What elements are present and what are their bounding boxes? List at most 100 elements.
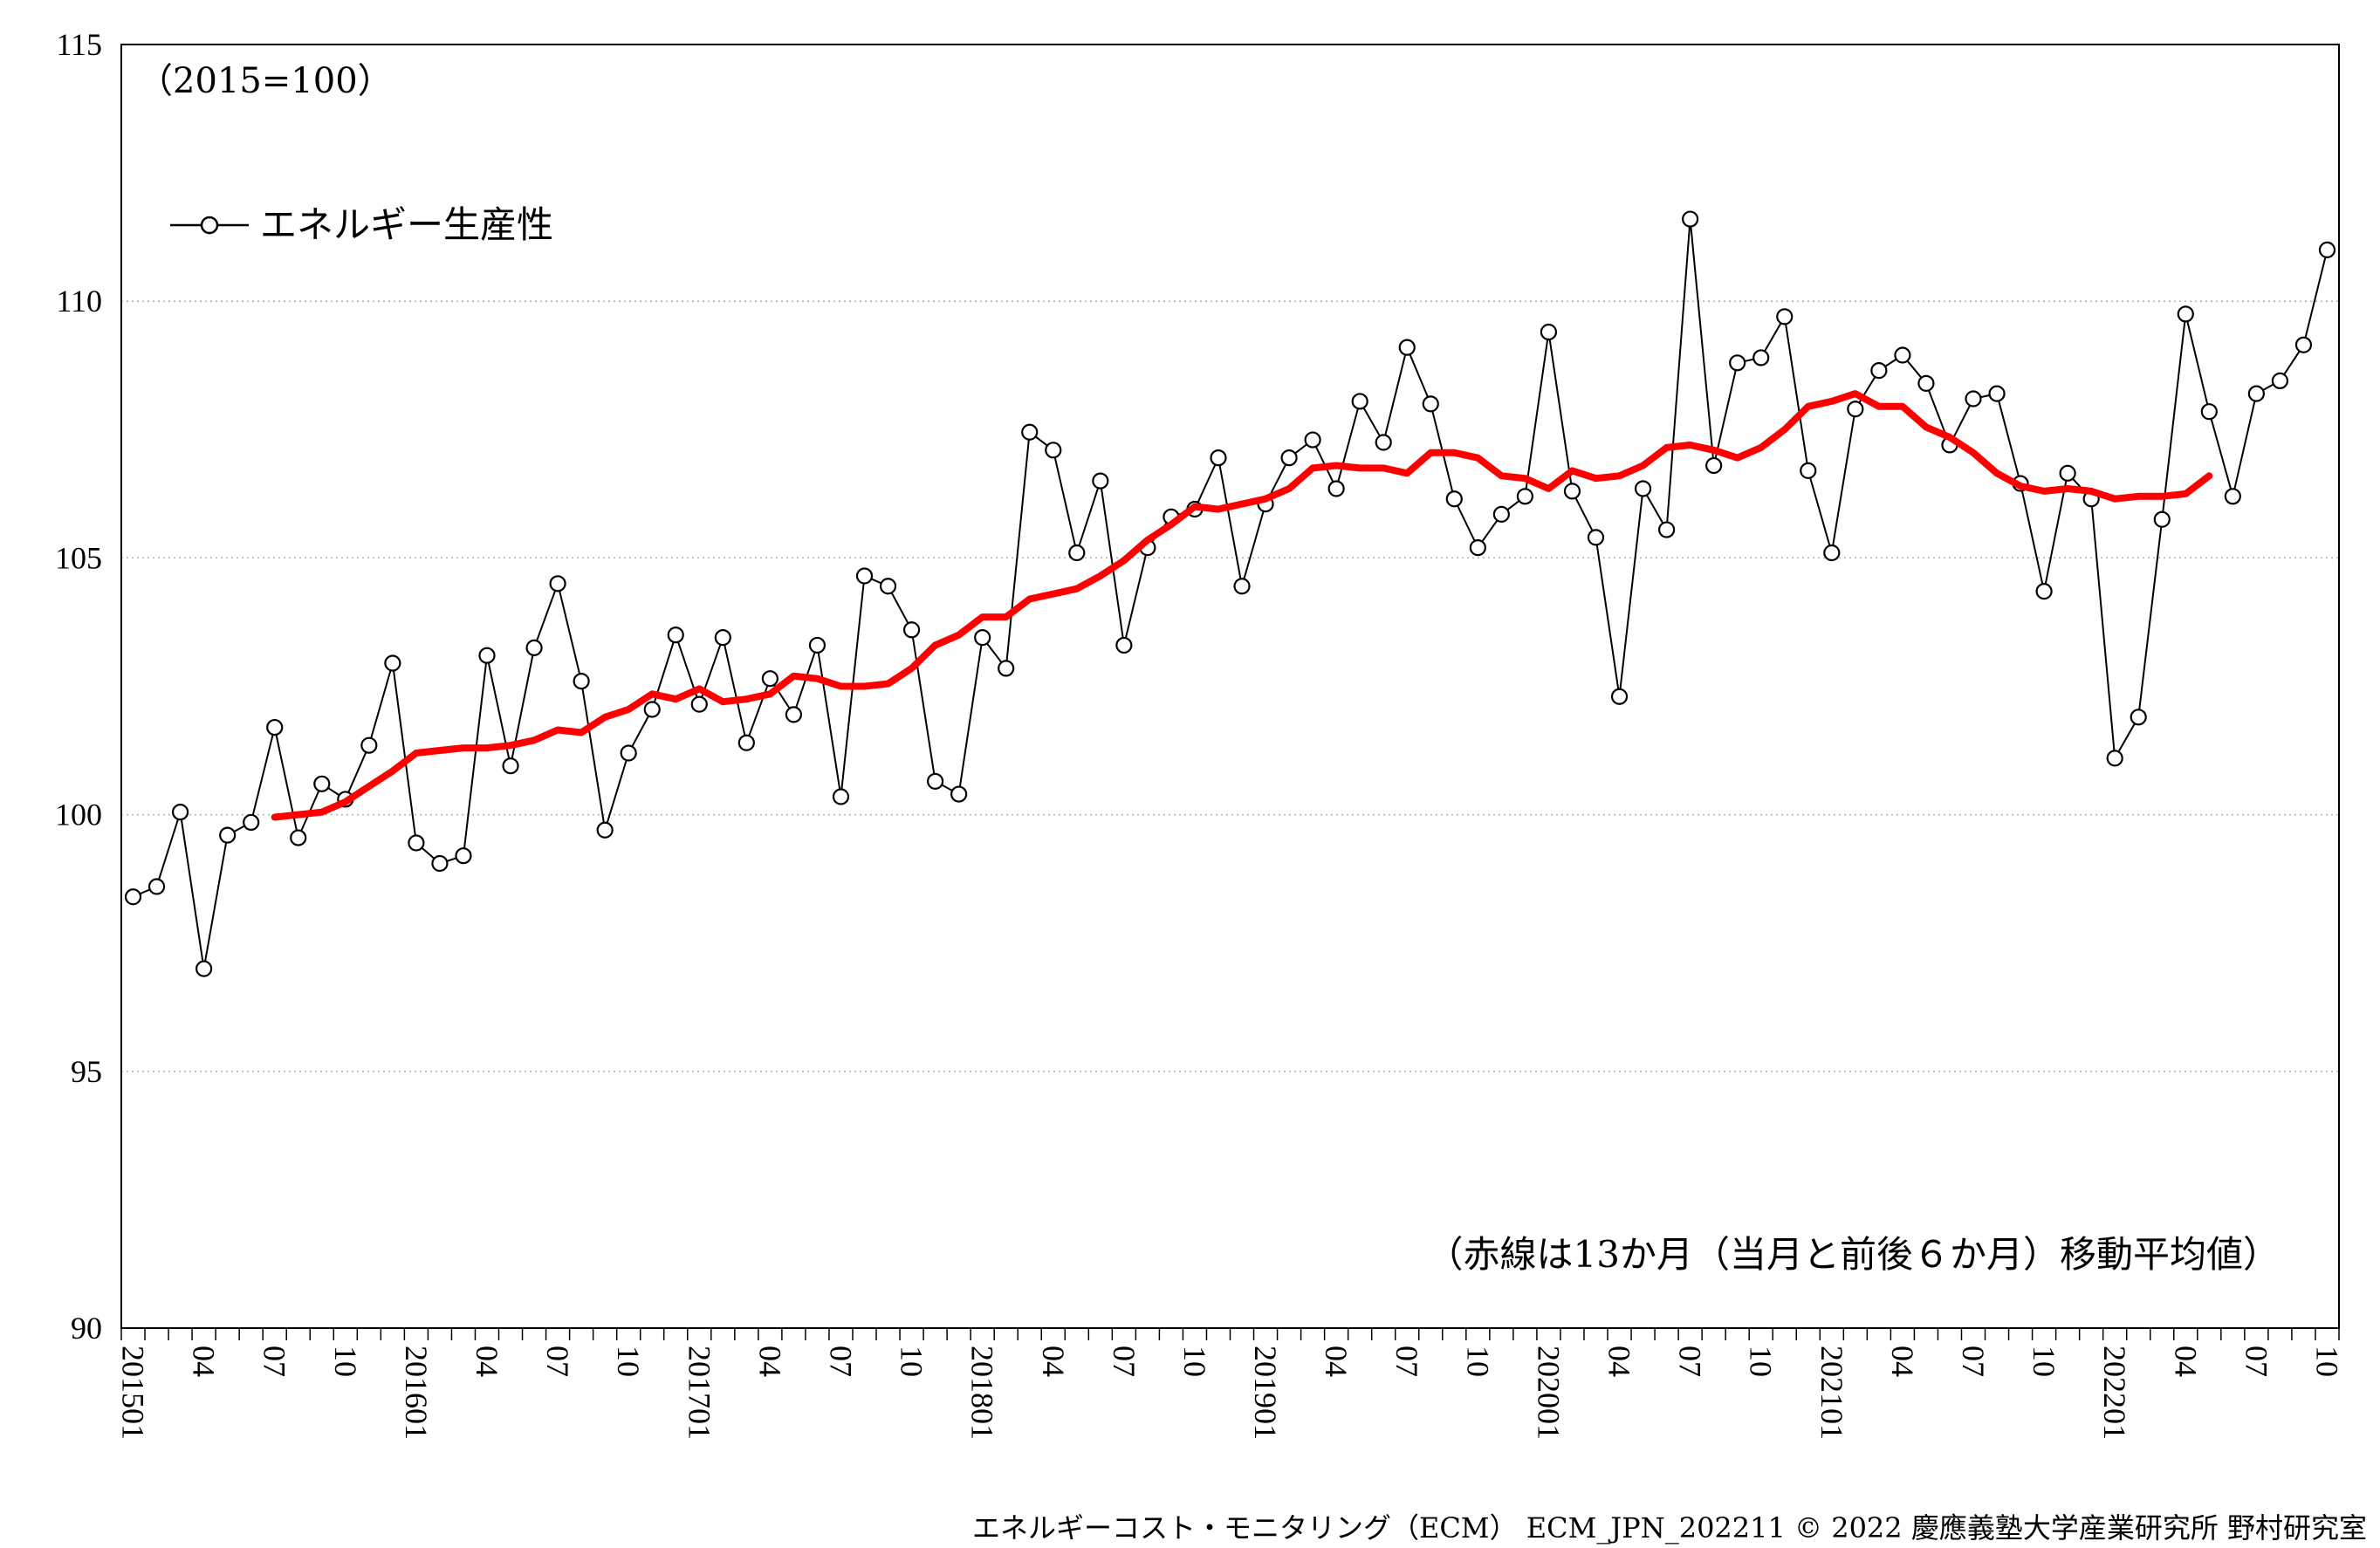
x-tick-label: 04: [1602, 1346, 1637, 1377]
data-point: [124, 888, 142, 906]
data-point: [808, 636, 826, 654]
data-point: [1375, 434, 1392, 451]
data-point: [1823, 544, 1841, 562]
x-tick-label: 201701: [682, 1346, 717, 1440]
moving-average-note: （赤線は13か月（当月と前後６か月）移動平均値）: [1427, 1233, 2280, 1276]
data-point: [549, 575, 566, 592]
x-tick-label: 202101: [1814, 1346, 1849, 1440]
data-point: [832, 788, 850, 805]
legend-label: エネルギー生産性: [260, 203, 553, 246]
x-tick-label: 07: [2239, 1346, 2274, 1377]
data-point: [525, 639, 543, 656]
data-point: [690, 695, 708, 713]
data-point: [219, 826, 237, 844]
x-tick-label: 07: [257, 1346, 292, 1377]
x-tick-label: 04: [752, 1346, 787, 1377]
data-point: [879, 578, 897, 595]
data-point: [1563, 483, 1581, 500]
x-tick-label: 04: [1319, 1346, 1354, 1377]
data-point: [313, 775, 331, 792]
data-point: [761, 670, 778, 688]
data-point: [2130, 709, 2147, 726]
data-point: [1587, 529, 1605, 546]
data-point: [737, 734, 755, 751]
data-point: [1752, 349, 1770, 366]
data-point: [1068, 544, 1086, 562]
x-tick-label: 10: [1460, 1346, 1495, 1377]
x-tick-label: 201801: [965, 1346, 1000, 1440]
data-point: [1610, 688, 1629, 705]
data-point: [1705, 456, 1723, 475]
y-tick-label: 100: [55, 798, 102, 832]
data-point: [2106, 750, 2123, 767]
x-tick-label: 201501: [116, 1346, 151, 1440]
data-point: [1304, 431, 1321, 449]
data-point: [1398, 339, 1416, 356]
x-tick-label: 07: [1107, 1346, 1142, 1377]
x-axis-ticks: [120, 1328, 2340, 1340]
x-tick-label: 10: [2027, 1346, 2061, 1377]
data-point: [195, 960, 213, 977]
data-point: [785, 706, 803, 723]
x-tick-label: 04: [187, 1346, 222, 1377]
data-point: [1776, 308, 1794, 325]
data-point: [243, 813, 260, 832]
x-tick-label: 04: [1885, 1346, 1920, 1377]
data-point: [2224, 488, 2241, 505]
x-tick-label: 202001: [1531, 1346, 1566, 1440]
x-tick-label: 07: [823, 1346, 858, 1377]
y-tick-label: 110: [56, 284, 102, 319]
y-tick-label: 95: [71, 1054, 102, 1089]
data-point: [171, 804, 189, 821]
data-point: [1280, 449, 1298, 467]
data-point: [974, 629, 991, 647]
x-tick-label: 10: [895, 1346, 929, 1377]
data-point: [1445, 490, 1463, 508]
data-point: [2059, 464, 2076, 482]
data-point: [620, 744, 637, 762]
data-point: [1516, 488, 1533, 505]
data-point: [1045, 442, 1062, 459]
data-point: [855, 567, 874, 585]
data-point: [478, 647, 496, 664]
data-point: [927, 772, 944, 790]
data-point: [408, 834, 425, 852]
data-point: [1492, 505, 1510, 523]
data-point: [1657, 521, 1676, 538]
data-point: [667, 627, 684, 644]
data-point: [1021, 423, 1039, 441]
data-point: [1800, 462, 1817, 479]
x-tick-label: 201901: [1248, 1346, 1283, 1440]
data-point: [2247, 385, 2265, 402]
data-point: [1469, 539, 1486, 557]
x-tick-label: 04: [1036, 1346, 1071, 1377]
data-point: [1540, 323, 1558, 341]
data-point: [573, 673, 590, 690]
x-tick-label: 04: [2168, 1346, 2203, 1377]
data-point: [1917, 374, 1935, 392]
x-tick-label: 07: [1673, 1346, 1708, 1377]
series-line: [133, 219, 2329, 969]
y-axis-tick-labels: 90 95 100 105 110 115: [55, 27, 102, 1346]
data-point: [2200, 403, 2218, 421]
data-point: [643, 701, 661, 718]
data-point: [1115, 636, 1133, 654]
data-point: [1729, 354, 1746, 372]
data-point: [1894, 346, 1911, 364]
data-point: [2294, 336, 2313, 353]
series-energy-productivity: [124, 210, 2336, 977]
x-tick-label: 07: [1956, 1346, 1991, 1377]
data-point: [1233, 578, 1251, 595]
data-point: [455, 847, 472, 865]
series-moving-average: [271, 390, 2213, 821]
x-tick-label: 10: [611, 1346, 646, 1377]
data-point: [1847, 401, 1864, 418]
data-point: [1870, 362, 1888, 380]
data-point: [1988, 385, 2006, 402]
x-tick-label: 10: [328, 1346, 363, 1377]
data-point: [502, 757, 519, 775]
data-point: [902, 621, 921, 639]
data-point: [2177, 305, 2194, 323]
data-point: [998, 660, 1015, 677]
